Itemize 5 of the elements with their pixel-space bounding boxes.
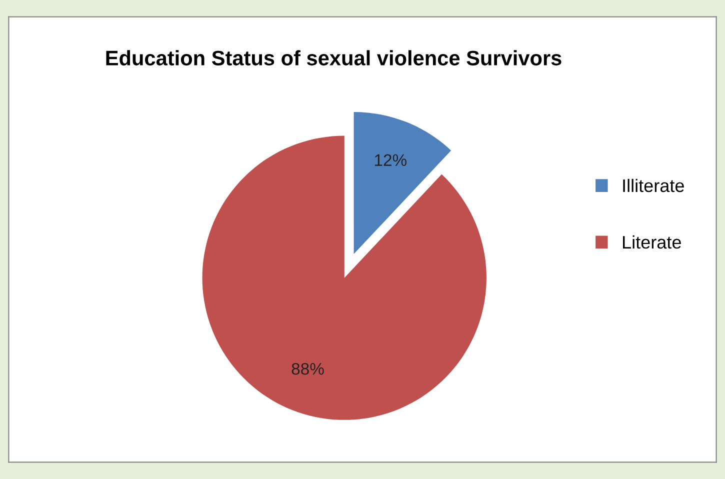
data-label: 88% — [292, 362, 324, 375]
chart-title: Education Status of sexual violence Survivors — [106, 50, 562, 66]
legend-label: Illiterate — [623, 178, 684, 192]
data-label: 12% — [375, 154, 406, 166]
legend-label: Literate — [623, 235, 681, 249]
